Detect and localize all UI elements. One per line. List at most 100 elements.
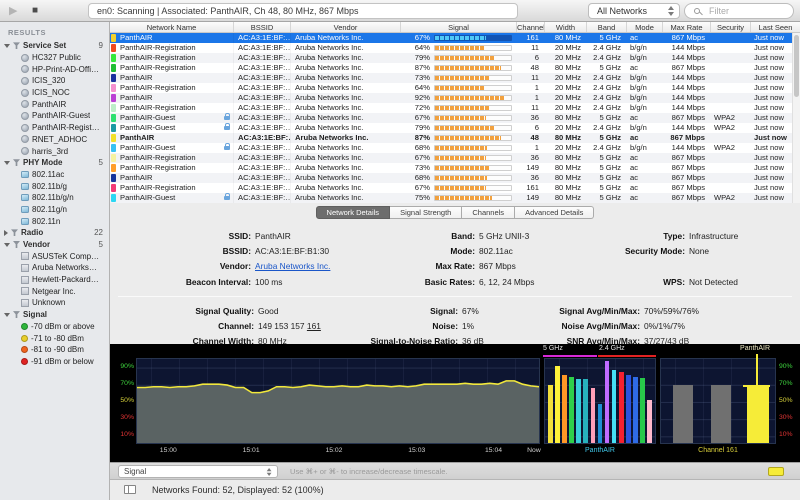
channel-cell: 1 xyxy=(516,83,544,93)
band-cell: 2.4 GHz xyxy=(586,83,626,93)
width-cell: 80 MHz xyxy=(544,33,586,43)
sidebar-item[interactable]: HC327 Public xyxy=(0,52,109,64)
y-axis-label: 10% xyxy=(779,431,800,439)
sidebar-item[interactable]: harris_3rd xyxy=(0,145,109,157)
table-row[interactable]: PanthAIRAC:A3:1E:BF:…Aruba Networks Inc.… xyxy=(110,173,800,183)
sidebar-item[interactable]: ICIS_NOC xyxy=(0,87,109,99)
column-header-bssid[interactable]: BSSID xyxy=(233,22,290,32)
network-name: PanthAIR-Guest xyxy=(120,113,175,123)
sidebar-item[interactable]: 802.11g/n xyxy=(0,204,109,216)
network-name-cell: PanthAIR-Guest xyxy=(117,143,233,153)
table-row[interactable]: PanthAIR-RegistrationAC:A3:1E:BF:…Aruba … xyxy=(110,53,800,63)
network-name: PanthAIR xyxy=(120,73,153,83)
sidebar-item[interactable]: 802.11b/g/n xyxy=(0,192,109,204)
column-header-signal[interactable]: Signal xyxy=(400,22,516,32)
table-row[interactable]: PanthAIR-RegistrationAC:A3:1E:BF:…Aruba … xyxy=(110,43,800,53)
sidebar-item[interactable]: PanthAIR-Regist… xyxy=(0,122,109,134)
table-row[interactable]: PanthAIR-GuestAC:A3:1E:BF:…Aruba Network… xyxy=(110,193,800,203)
table-row[interactable]: PanthAIRAC:A3:1E:BF:…Aruba Networks Inc.… xyxy=(110,73,800,83)
mode-cell: b/g/n xyxy=(626,83,662,93)
disclosure-triangle-icon[interactable] xyxy=(4,230,8,236)
filter-field[interactable] xyxy=(684,3,794,19)
sidebar-item-label: PanthAIR-Guest xyxy=(32,111,90,120)
sidebar-group-vendor[interactable]: Vendor5 xyxy=(0,239,109,251)
tab-network-details[interactable]: Network Details xyxy=(316,206,391,219)
sidebar-group-service-set[interactable]: Service Set9 xyxy=(0,40,109,52)
sidebar-item[interactable]: 802.11b/g xyxy=(0,180,109,192)
table-scrollbar[interactable] xyxy=(792,33,800,203)
sidebar-group-label: PHY Mode xyxy=(23,158,62,167)
sidebar-item[interactable]: PanthAIR-Guest xyxy=(0,110,109,122)
details-column: Type:InfrastructureSecurity Mode:NoneWPS… xyxy=(540,229,738,290)
table-row[interactable]: PanthAIRAC:A3:1E:BF:…Aruba Networks Inc.… xyxy=(110,93,800,103)
sidebar-item[interactable]: Hewlett-Packard… xyxy=(0,274,109,286)
network-color-chip xyxy=(111,114,116,122)
detail-label: WPS: xyxy=(540,275,685,290)
table-row[interactable]: PanthAIR-GuestAC:A3:1E:BF:…Aruba Network… xyxy=(110,143,800,153)
column-header-vendor[interactable]: Vendor xyxy=(290,22,400,32)
sidebar-group-phy-mode[interactable]: PHY Mode5 xyxy=(0,157,109,169)
column-header-network-name[interactable]: Network Name xyxy=(110,22,233,32)
sidebar-item[interactable]: 802.11n xyxy=(0,215,109,227)
max-rate-cell: 867 Mbps xyxy=(662,33,710,43)
sidebar-group-signal[interactable]: Signal xyxy=(0,309,109,321)
disclosure-triangle-icon[interactable] xyxy=(4,243,10,247)
column-header-band[interactable]: Band xyxy=(586,22,626,32)
selection-indicator-line xyxy=(756,354,758,386)
tab-signal-strength[interactable]: Signal Strength xyxy=(390,206,462,219)
detail-field: BSSID:AC:A3:1E:BF:B1:30 xyxy=(114,244,330,259)
sidebar-group-radio[interactable]: Radio22 xyxy=(0,227,109,239)
column-header-last-seen[interactable]: Last Seen xyxy=(750,22,800,32)
disclosure-triangle-icon[interactable] xyxy=(4,44,10,48)
table-row[interactable]: PanthAIR-RegistrationAC:A3:1E:BF:…Aruba … xyxy=(110,63,800,73)
sidebar-item[interactable]: Unknown xyxy=(0,297,109,309)
filter-input[interactable] xyxy=(709,5,789,17)
table-row[interactable]: PanthAIR-GuestAC:A3:1E:BF:…Aruba Network… xyxy=(110,123,800,133)
sidebar-item[interactable]: ASUSTeK Comp… xyxy=(0,250,109,262)
table-row[interactable]: PanthAIR-RegistrationAC:A3:1E:BF:…Aruba … xyxy=(110,103,800,113)
network-bar xyxy=(555,366,560,443)
column-header-max-rate[interactable]: Max Rate xyxy=(662,22,710,32)
signal-bar-cell xyxy=(430,95,516,101)
channel-cell: 149 xyxy=(516,163,544,173)
sidebar-item[interactable]: Netgear Inc. xyxy=(0,285,109,297)
sidebar-item[interactable]: PanthAIR xyxy=(0,98,109,110)
chart-mode-select[interactable]: Signal xyxy=(118,465,278,478)
table-row[interactable]: PanthAIR-RegistrationAC:A3:1E:BF:…Aruba … xyxy=(110,183,800,193)
column-header-channel[interactable]: Channel xyxy=(516,22,544,32)
network-color-chip xyxy=(111,64,116,72)
column-header-width[interactable]: Width xyxy=(544,22,586,32)
tab-channels[interactable]: Channels xyxy=(462,206,515,219)
table-row[interactable]: PanthAIRAC:A3:1E:BF:…Aruba Networks Inc.… xyxy=(110,33,800,43)
toggle-sidebar-icon[interactable] xyxy=(124,485,136,494)
sidebar-item[interactable]: HP-Print-AD-Offi… xyxy=(0,63,109,75)
stop-button[interactable]: ■ xyxy=(32,3,38,19)
table-row[interactable]: PanthAIR-RegistrationAC:A3:1E:BF:…Aruba … xyxy=(110,83,800,93)
sidebar-item[interactable]: -70 dBm or above xyxy=(0,321,109,333)
sidebar-item[interactable]: -91 dBm or below xyxy=(0,356,109,368)
sidebar-item[interactable]: 802.11ac xyxy=(0,169,109,181)
sidebar-item[interactable]: RNET_ADHOC xyxy=(0,134,109,146)
play-button[interactable]: ▶ xyxy=(9,3,17,19)
network-scope-select[interactable]: All Networks xyxy=(588,3,680,19)
disclosure-triangle-icon[interactable] xyxy=(4,313,10,317)
vendor-link[interactable]: Aruba Networks Inc. xyxy=(255,261,330,271)
sidebar-item[interactable]: -81 to -90 dBm xyxy=(0,344,109,356)
table-row[interactable]: PanthAIR-GuestAC:A3:1E:BF:…Aruba Network… xyxy=(110,113,800,123)
sidebar-item[interactable]: -71 to -80 dBm xyxy=(0,332,109,344)
sidebar-item[interactable]: ICIS_320 xyxy=(0,75,109,87)
column-header-security[interactable]: Security xyxy=(710,22,750,32)
disclosure-triangle-icon[interactable] xyxy=(4,161,10,165)
table-row[interactable]: PanthAIRAC:A3:1E:BF:…Aruba Networks Inc.… xyxy=(110,133,800,143)
selected-network-color-swatch[interactable] xyxy=(768,467,784,476)
column-header-mode[interactable]: Mode xyxy=(626,22,662,32)
network-bar xyxy=(548,385,553,443)
scrollbar-thumb[interactable] xyxy=(794,35,799,97)
detail-label: Noise Avg/Min/Max: xyxy=(500,319,640,334)
sidebar-item[interactable]: Aruba Networks… xyxy=(0,262,109,274)
detail-label: Type: xyxy=(540,229,685,244)
network-icon xyxy=(21,124,29,132)
table-row[interactable]: PanthAIR-RegistrationAC:A3:1E:BF:…Aruba … xyxy=(110,153,800,163)
table-row[interactable]: PanthAIR-RegistrationAC:A3:1E:BF:…Aruba … xyxy=(110,163,800,173)
tab-advanced-details[interactable]: Advanced Details xyxy=(515,206,594,219)
